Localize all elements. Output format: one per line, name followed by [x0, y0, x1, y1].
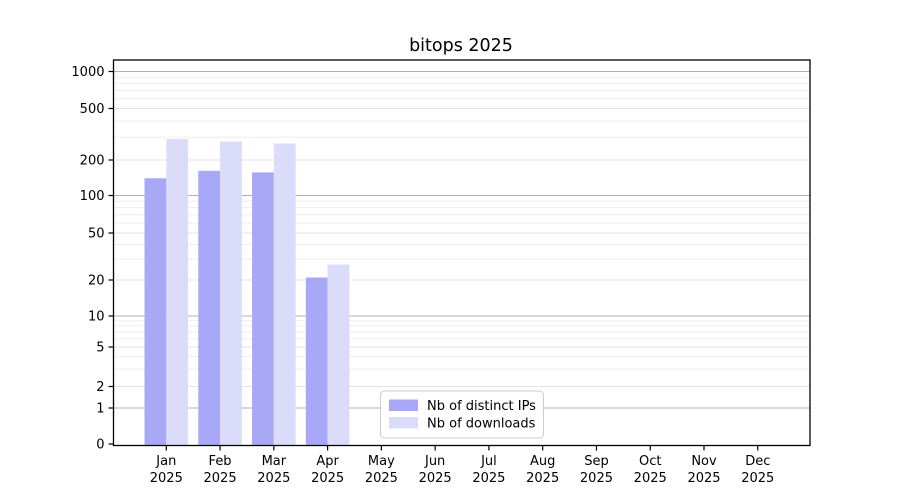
x-tick-label-month: Sep	[584, 454, 609, 469]
legend: Nb of distinct IPs Nb of downloads	[380, 390, 544, 439]
x-tick-label-month: Jul	[480, 454, 497, 469]
x-tick-label-year: 2025	[741, 471, 774, 486]
bar-feb-downloads	[220, 141, 242, 445]
x-tick-label-year: 2025	[365, 471, 398, 486]
x-tick-label-year: 2025	[419, 471, 452, 486]
x-tick-label-month: Mar	[262, 454, 287, 469]
bar-jan-downloads	[166, 139, 189, 445]
legend-label-distinct-ips: Nb of distinct IPs	[427, 399, 536, 414]
x-tick-label-year: 2025	[687, 471, 720, 486]
y-tick-label: 1	[96, 402, 104, 417]
y-tick-label: 20	[88, 274, 105, 289]
bar-apr-downloads	[327, 264, 350, 445]
bar-mar-downloads	[273, 143, 296, 445]
bar-jan-distinct-ips	[144, 178, 167, 445]
bar-feb-distinct-ips	[198, 170, 221, 445]
legend-swatch-downloads	[389, 417, 418, 429]
x-tick-label-year: 2025	[634, 471, 667, 486]
y-tick-label: 5	[96, 341, 104, 356]
x-tick-label-year: 2025	[257, 471, 290, 486]
x-tick-label-year: 2025	[472, 471, 505, 486]
x-tick-label-month: Feb	[209, 454, 232, 469]
x-tick-label-year: 2025	[526, 471, 559, 486]
x-tick-label-month: Dec	[745, 454, 770, 469]
x-tick-label-month: Jun	[424, 454, 445, 469]
legend-box	[380, 390, 544, 439]
legend-label-downloads: Nb of downloads	[427, 417, 536, 432]
bars	[144, 139, 350, 445]
x-tick-label-month: Aug	[530, 454, 555, 469]
y-tick-label: 100	[80, 189, 105, 204]
x-tick-label-month: May	[368, 454, 395, 469]
y-tick-label: 2	[96, 380, 104, 395]
x-tick-label-month: Nov	[691, 454, 717, 469]
x-tick-label-year: 2025	[204, 471, 237, 486]
x-tick-label-month: Oct	[639, 454, 661, 469]
x-tick-label-month: Apr	[316, 454, 339, 469]
y-tick-label: 10	[88, 310, 105, 325]
x-tick-label-month: Jan	[155, 454, 176, 469]
axis-tick-labels: 0 1 2 5 10 20 50 100 200 500 1000 Jan 2025 Feb 2025 Mar…	[71, 65, 774, 486]
x-tick-label-year: 2025	[150, 471, 183, 486]
legend-swatch-distinct-ips	[389, 399, 418, 411]
bar-apr-distinct-ips	[305, 277, 328, 445]
y-tick-label: 200	[80, 154, 105, 169]
x-tick-label-year: 2025	[311, 471, 344, 486]
y-tick-label: 500	[80, 102, 105, 117]
x-tick-label-year: 2025	[580, 471, 613, 486]
y-tick-label: 1000	[71, 65, 104, 80]
y-tick-label: 50	[88, 227, 105, 242]
bar-mar-distinct-ips	[252, 172, 274, 445]
axis-ticks	[108, 70, 759, 451]
axes-frame	[112, 59, 811, 447]
chart-title: bitops 2025	[409, 36, 513, 56]
y-tick-label: 0	[96, 438, 104, 453]
